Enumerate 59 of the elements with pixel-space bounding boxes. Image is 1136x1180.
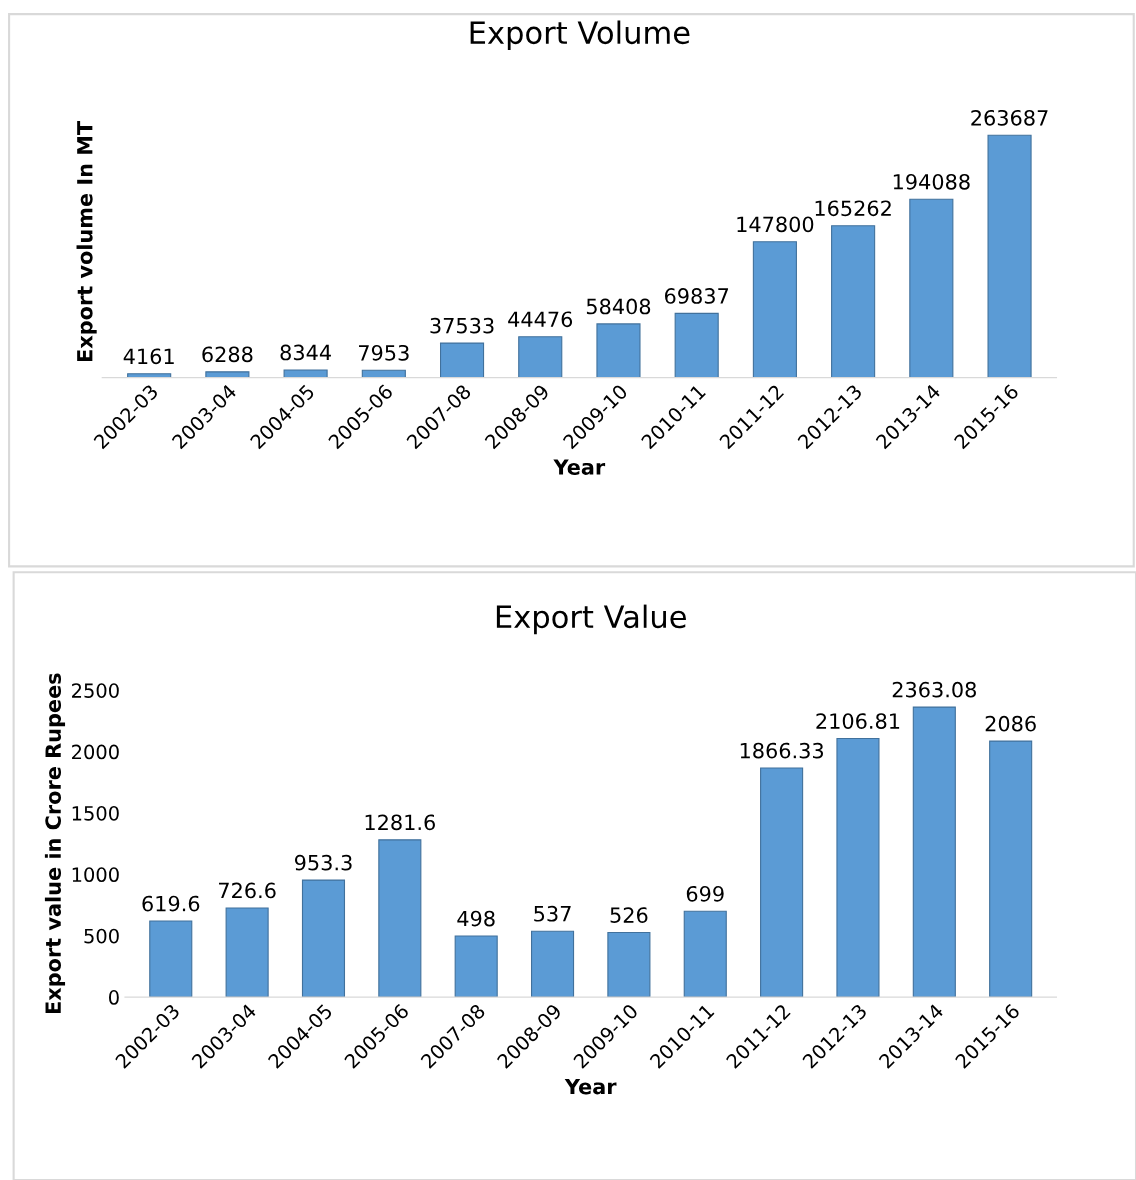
y-tick-label: 1500 xyxy=(72,805,119,821)
bar xyxy=(836,737,880,998)
data-label: 37533 xyxy=(430,317,494,334)
bar xyxy=(912,706,956,998)
y-tick-label: 2500 xyxy=(72,683,119,698)
data-label: 498 xyxy=(457,910,495,927)
y-tick-label: 0 xyxy=(109,990,119,1005)
bar xyxy=(909,198,954,378)
data-label: 44476 xyxy=(508,311,573,328)
y-axis-title: Export volume In MT xyxy=(76,120,97,362)
bar xyxy=(989,740,1033,998)
bar xyxy=(987,134,1032,378)
bar xyxy=(454,935,498,998)
y-axis-title: Export value in Crore Rupees xyxy=(44,673,66,1014)
bar xyxy=(530,930,575,998)
y-tick-label: 1000 xyxy=(72,867,119,883)
bar xyxy=(596,323,641,378)
data-label: 6288 xyxy=(202,346,253,363)
bar xyxy=(831,225,876,378)
y-tick-label: 500 xyxy=(84,928,119,944)
bar xyxy=(378,839,422,998)
data-label: 4161 xyxy=(123,348,174,365)
data-label: 619.6 xyxy=(142,895,200,912)
data-label: 69837 xyxy=(665,288,729,304)
data-label: 263687 xyxy=(971,109,1048,126)
bar xyxy=(439,342,485,378)
bar xyxy=(683,910,727,998)
data-label: 194088 xyxy=(893,173,970,190)
data-label: 2086 xyxy=(985,715,1036,732)
data-label: 699 xyxy=(686,885,724,902)
data-label: 2106.81 xyxy=(816,713,900,729)
bar xyxy=(127,373,172,378)
data-label: 8344 xyxy=(280,344,331,361)
bar xyxy=(283,369,328,378)
bar xyxy=(205,371,250,378)
chart-title: Export Volume xyxy=(470,20,690,51)
bar xyxy=(301,879,346,998)
y-tick-label: 2000 xyxy=(72,744,119,760)
data-label: 537 xyxy=(534,905,571,922)
bar xyxy=(760,767,804,998)
data-label: 726.6 xyxy=(219,882,276,899)
bar xyxy=(225,907,269,998)
data-label: 147800 xyxy=(737,216,814,233)
data-label: 1866.33 xyxy=(740,742,824,759)
x-axis-title: Year xyxy=(553,459,606,475)
x-axis-title: Year xyxy=(564,1078,617,1095)
data-label: 526 xyxy=(610,907,648,923)
bar xyxy=(149,920,193,998)
bar xyxy=(518,336,563,378)
data-label: 1281.6 xyxy=(365,814,435,831)
bar xyxy=(674,312,719,378)
data-label: 165262 xyxy=(815,200,891,217)
data-label: 7953 xyxy=(359,344,409,361)
data-label: 2363.08 xyxy=(892,681,976,698)
chart-title: Export Value xyxy=(496,604,686,635)
bar xyxy=(607,931,651,998)
data-label: 953.3 xyxy=(294,854,352,871)
data-label: 58408 xyxy=(586,298,651,315)
bar xyxy=(752,241,797,378)
